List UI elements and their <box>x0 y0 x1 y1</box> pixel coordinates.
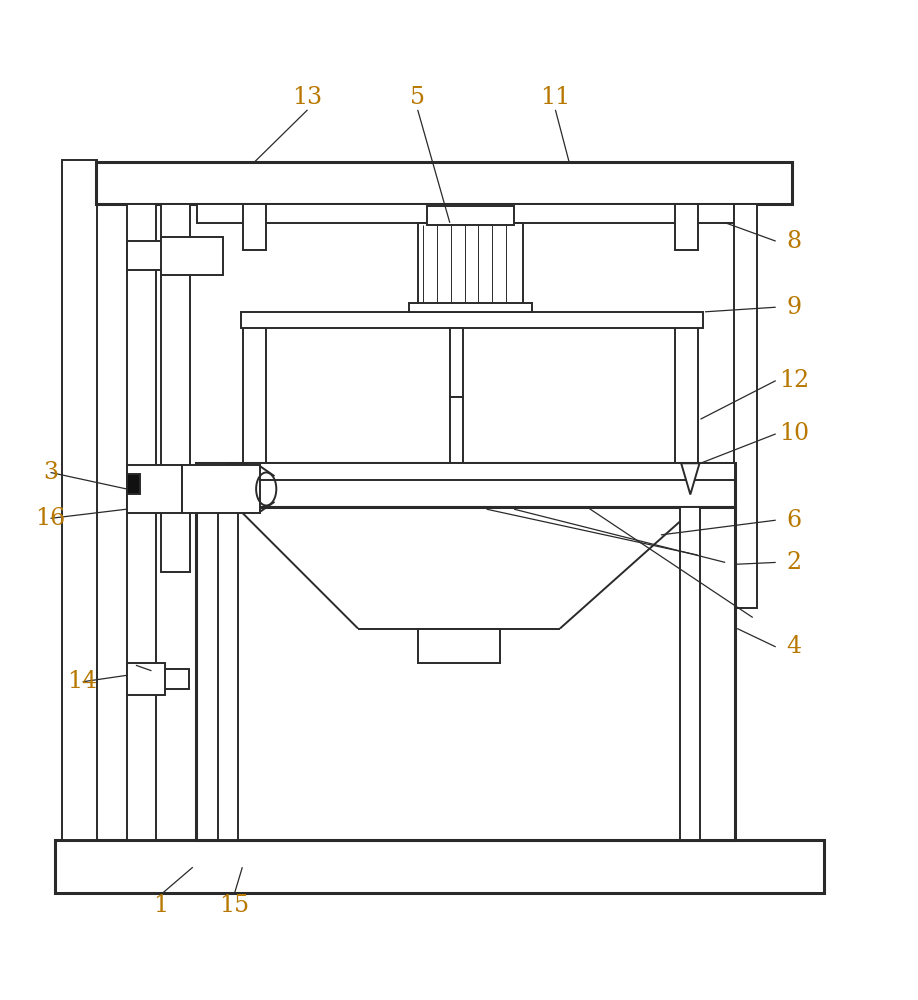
Bar <box>243 204 266 250</box>
Text: 1: 1 <box>153 894 168 917</box>
Bar <box>450 397 463 466</box>
Bar <box>450 328 463 397</box>
Polygon shape <box>228 463 246 494</box>
Bar <box>734 204 757 608</box>
Bar <box>196 463 735 480</box>
Bar <box>55 840 824 893</box>
Text: 3: 3 <box>43 461 58 484</box>
Bar <box>418 629 500 663</box>
Text: 2: 2 <box>787 551 801 574</box>
Text: 8: 8 <box>787 230 801 253</box>
Text: 4: 4 <box>787 635 801 658</box>
Bar <box>127 669 189 689</box>
Bar <box>127 663 165 695</box>
Bar <box>418 223 523 307</box>
Text: 6: 6 <box>787 509 801 532</box>
Text: 14: 14 <box>68 670 97 693</box>
Bar <box>675 326 698 500</box>
Bar <box>427 206 514 225</box>
Bar <box>218 507 238 840</box>
Bar <box>241 312 703 328</box>
Polygon shape <box>681 463 700 494</box>
Text: 9: 9 <box>787 296 801 319</box>
Bar <box>197 204 734 223</box>
Bar <box>127 204 156 840</box>
Bar <box>196 463 735 507</box>
Bar <box>127 474 140 494</box>
Text: 16: 16 <box>36 507 65 530</box>
Bar <box>243 326 266 500</box>
Text: 13: 13 <box>293 86 322 109</box>
Bar <box>680 507 700 840</box>
Bar <box>182 465 260 513</box>
Bar <box>409 303 532 312</box>
Bar <box>96 162 792 204</box>
Text: 5: 5 <box>410 86 425 109</box>
Bar <box>127 465 182 513</box>
Bar <box>161 204 190 572</box>
Bar <box>62 160 97 840</box>
Bar <box>127 241 196 270</box>
Text: 15: 15 <box>219 894 249 917</box>
Text: 10: 10 <box>779 422 809 445</box>
Bar <box>161 237 223 275</box>
Bar <box>675 204 698 250</box>
Text: 11: 11 <box>541 86 570 109</box>
Text: 12: 12 <box>779 369 809 392</box>
Bar <box>196 507 735 840</box>
